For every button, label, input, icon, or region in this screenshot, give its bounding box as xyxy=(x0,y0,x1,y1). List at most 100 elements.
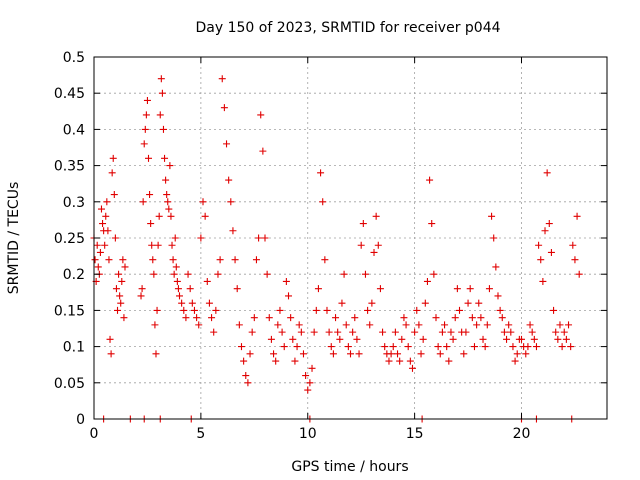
data-point xyxy=(112,285,120,293)
data-point xyxy=(261,234,269,242)
data-point xyxy=(291,357,299,365)
data-point xyxy=(436,350,444,358)
data-point xyxy=(379,328,387,336)
data-point xyxy=(150,270,158,278)
data-point xyxy=(423,277,431,285)
data-point xyxy=(270,350,278,358)
data-point xyxy=(208,314,216,322)
data-point xyxy=(282,277,290,285)
data-point xyxy=(441,321,449,329)
data-point xyxy=(118,277,126,285)
data-point xyxy=(524,343,532,351)
data-point xyxy=(368,299,376,307)
data-point xyxy=(99,220,107,228)
data-point xyxy=(137,292,145,300)
data-point xyxy=(295,321,303,329)
data-point xyxy=(391,328,399,336)
data-point xyxy=(223,140,231,148)
data-point xyxy=(453,285,461,293)
data-point xyxy=(575,270,583,278)
data-point xyxy=(119,256,127,264)
data-point xyxy=(227,198,235,206)
data-point xyxy=(212,306,220,314)
data-point xyxy=(252,256,260,264)
data-point xyxy=(285,292,293,300)
data-point xyxy=(289,335,297,343)
data-point xyxy=(573,212,581,220)
data-point xyxy=(184,270,192,278)
data-point xyxy=(415,321,423,329)
data-point xyxy=(97,205,105,213)
data-point xyxy=(148,241,156,249)
data-point xyxy=(400,314,408,322)
data-point xyxy=(334,328,342,336)
data-point xyxy=(111,234,119,242)
data-point xyxy=(244,379,252,387)
data-point xyxy=(421,299,429,307)
data-point xyxy=(197,234,205,242)
data-point xyxy=(237,343,245,351)
data-point xyxy=(445,357,453,365)
data-point xyxy=(336,335,344,343)
data-point xyxy=(186,285,194,293)
y-tick-label: 0.45 xyxy=(54,86,85,102)
data-point xyxy=(404,343,412,351)
data-point xyxy=(101,241,109,249)
data-point xyxy=(479,335,487,343)
data-point xyxy=(109,154,117,162)
y-tick-label: 0.25 xyxy=(54,231,85,247)
data-point xyxy=(411,328,419,336)
data-point xyxy=(470,343,478,351)
data-point xyxy=(103,198,111,206)
data-point xyxy=(153,306,161,314)
data-point xyxy=(173,277,181,285)
data-point xyxy=(543,169,551,177)
data-point xyxy=(170,270,178,278)
data-point xyxy=(342,321,350,329)
data-point xyxy=(344,343,352,351)
data-point xyxy=(167,212,175,220)
data-point xyxy=(263,270,271,278)
x-tick-label: 15 xyxy=(406,426,424,442)
data-point xyxy=(165,205,173,213)
data-point xyxy=(481,343,489,351)
data-point xyxy=(466,285,474,293)
x-tick-label: 10 xyxy=(299,426,317,442)
data-point xyxy=(317,169,325,177)
data-point xyxy=(201,212,209,220)
data-point xyxy=(475,299,483,307)
data-point xyxy=(161,154,169,162)
data-point xyxy=(357,241,365,249)
data-point xyxy=(562,335,570,343)
data-point xyxy=(539,277,547,285)
data-point xyxy=(280,343,288,351)
data-point xyxy=(182,314,190,322)
data-point xyxy=(172,263,180,271)
data-point xyxy=(389,343,397,351)
x-tick-labels: 0 5 10 15 20 xyxy=(90,426,531,442)
data-point xyxy=(193,314,201,322)
data-point xyxy=(106,335,114,343)
data-point xyxy=(385,357,393,365)
data-point xyxy=(565,321,573,329)
data-point xyxy=(102,212,110,220)
data-point xyxy=(91,256,99,264)
data-point xyxy=(419,335,427,343)
data-point xyxy=(168,241,176,249)
data-point xyxy=(163,191,171,199)
data-point xyxy=(265,314,273,322)
data-point xyxy=(413,306,421,314)
data-point xyxy=(174,285,182,293)
data-point xyxy=(240,357,248,365)
data-point xyxy=(162,176,170,184)
data-point xyxy=(246,350,254,358)
data-point xyxy=(509,343,517,351)
data-point xyxy=(332,314,340,322)
data-point xyxy=(312,306,320,314)
data-point xyxy=(276,306,284,314)
data-point xyxy=(319,198,327,206)
data-point xyxy=(361,270,369,278)
data-point xyxy=(205,299,213,307)
data-point xyxy=(462,328,470,336)
data-point xyxy=(351,314,359,322)
